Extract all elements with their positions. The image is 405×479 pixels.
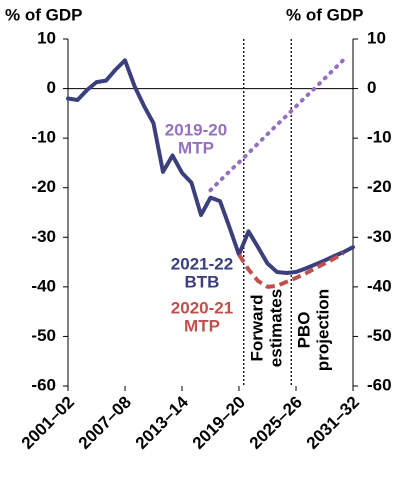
y-tick-label-left: -50	[31, 326, 56, 345]
annotation: estimates	[266, 289, 285, 367]
x-tick-label: 2013–14	[132, 392, 193, 453]
series-line	[66, 58, 355, 275]
y-tick-label-right: -10	[367, 128, 392, 147]
annotation: PBO	[294, 312, 313, 349]
y-tick-label-right: -60	[367, 375, 392, 394]
annotation: BTB	[185, 272, 220, 291]
y-axis-title-right: % of GDP	[286, 5, 363, 24]
y-tick-label-left: -10	[31, 128, 56, 147]
y-tick-label-right: -20	[367, 177, 392, 196]
series-line	[237, 251, 345, 289]
y-tick-label-right: 0	[367, 78, 376, 97]
y-tick-label-left: -20	[31, 177, 56, 196]
annotation: 2020-21	[171, 298, 233, 317]
annotation: MTP	[178, 138, 214, 157]
y-tick-label-right: -40	[367, 276, 392, 295]
x-tick-label: 2031–32	[303, 393, 363, 453]
annotation: MTP	[184, 316, 220, 335]
y-tick-label-right: -30	[367, 227, 392, 246]
x-tick-label: 2025–26	[246, 393, 306, 453]
x-tick-label: 2007–08	[75, 393, 135, 453]
y-tick-label-left: -60	[31, 375, 56, 394]
x-tick-label: 2019–20	[189, 393, 249, 453]
series-line	[208, 57, 346, 193]
annotation: Forward	[247, 294, 266, 361]
annotation: projection	[313, 289, 332, 371]
x-tick-label: 2001–02	[18, 393, 78, 453]
y-tick-label-left: -30	[31, 227, 56, 246]
annotation: 2021-22	[171, 254, 233, 273]
y-tick-label-left: 0	[47, 78, 56, 97]
y-axis-title-left: % of GDP	[5, 5, 82, 24]
y-tick-label-left: -40	[31, 276, 56, 295]
y-tick-label-right: -50	[367, 326, 392, 345]
y-tick-label-left: 10	[37, 28, 56, 47]
y-tick-label-right: 10	[367, 28, 386, 47]
annotation: 2019-20	[165, 120, 227, 139]
